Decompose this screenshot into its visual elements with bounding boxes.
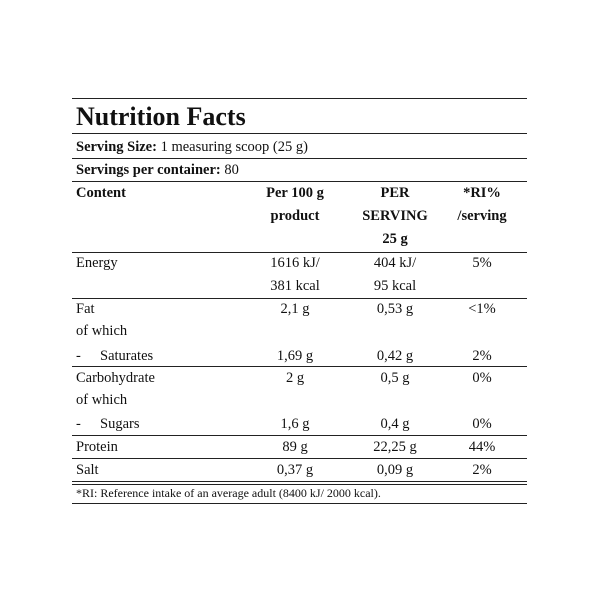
- cell: 0,42 g: [376, 348, 414, 364]
- cell: 0%: [472, 370, 492, 386]
- sub-label: Sugars: [100, 416, 140, 432]
- cell: 95 kcal: [373, 278, 417, 294]
- cell: <1%: [468, 301, 496, 317]
- row-label: of which: [76, 323, 128, 339]
- cell: 89 g: [282, 439, 308, 455]
- row-label: of which: [76, 392, 128, 408]
- cell: Per 100 g: [266, 185, 324, 201]
- cell: PER: [380, 185, 410, 201]
- sub-label: Saturates: [100, 348, 154, 364]
- rule: [72, 484, 527, 485]
- row-label: Content: [76, 185, 126, 201]
- rule: [72, 458, 527, 459]
- rule: [72, 158, 527, 159]
- cell: 25 g: [382, 231, 408, 247]
- cell: 22,25 g: [373, 439, 417, 455]
- cell: 1,6 g: [280, 416, 310, 432]
- value: 80: [224, 162, 239, 178]
- serving-size: Serving Size: 1 measuring scoop (25 g): [76, 138, 308, 156]
- rule: [72, 298, 527, 299]
- rule: [72, 252, 527, 253]
- label: Serving Size:: [76, 139, 157, 155]
- rule: [72, 366, 527, 367]
- bullet: -: [76, 416, 81, 432]
- row-label: Protein: [76, 439, 118, 455]
- footnote: *RI: Reference intake of an average adul…: [76, 486, 381, 500]
- cell: 0%: [472, 416, 492, 432]
- cell: 2%: [472, 462, 492, 478]
- value: 1 measuring scoop (25 g): [160, 139, 308, 155]
- row-label: Energy: [76, 255, 118, 271]
- row-label: Salt: [76, 462, 99, 478]
- cell: 0,53 g: [376, 301, 414, 317]
- servings-per-container: Servings per container: 80: [76, 161, 239, 179]
- cell: *RI%: [463, 185, 501, 201]
- rule: [72, 133, 527, 134]
- cell: 5%: [472, 255, 492, 271]
- cell: /serving: [457, 208, 507, 224]
- cell: 2%: [472, 348, 492, 364]
- bullet: -: [76, 348, 81, 364]
- label: Servings per container:: [76, 162, 221, 178]
- rule: [72, 181, 527, 182]
- rule: [72, 98, 527, 99]
- cell: 404 kJ/: [373, 255, 417, 271]
- cell: 1616 kJ/: [270, 255, 320, 271]
- cell: product: [270, 208, 320, 224]
- cell: 2,1 g: [280, 301, 310, 317]
- cell: 2 g: [285, 370, 305, 386]
- row-label: Carbohydrate: [76, 370, 155, 386]
- cell: 1,69 g: [276, 348, 314, 364]
- row-label: Fat: [76, 301, 95, 317]
- rule: [72, 481, 527, 482]
- cell: 0,4 g: [380, 416, 410, 432]
- rule: [72, 503, 527, 504]
- cell: SERVING: [362, 208, 428, 224]
- cell: 0,37 g: [276, 462, 314, 478]
- cell: 0,09 g: [376, 462, 414, 478]
- rule: [72, 435, 527, 436]
- cell: 381 kcal: [270, 278, 320, 294]
- cell: 0,5 g: [380, 370, 410, 386]
- cell: 44%: [468, 439, 496, 455]
- title: Nutrition Facts: [76, 102, 246, 131]
